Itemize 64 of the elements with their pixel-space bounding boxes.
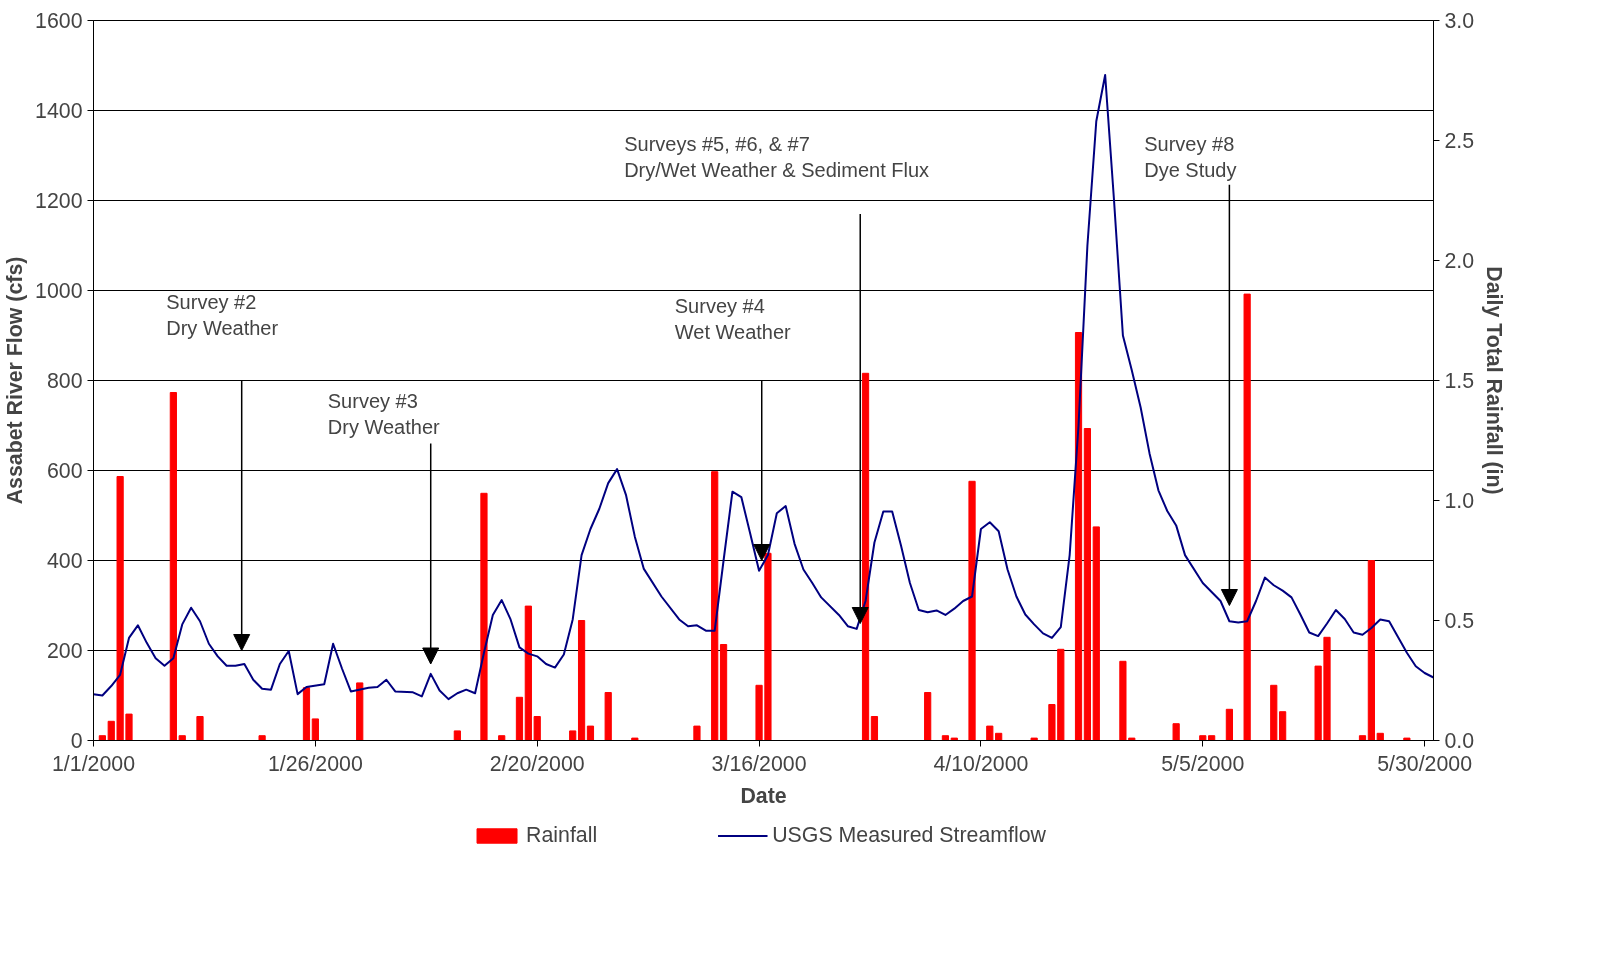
x-tick-label: 3/16/2000 [711, 751, 807, 776]
bar [515, 696, 524, 741]
y2-tick-label: 3.0 [1444, 9, 1475, 33]
bar [711, 471, 719, 741]
bar [311, 718, 319, 741]
y2-tick-label: 2.5 [1444, 129, 1475, 153]
y2-tick-label: 2.0 [1444, 249, 1475, 273]
bar [302, 687, 311, 741]
y2-tick-label: 1.0 [1444, 489, 1475, 513]
bar [498, 735, 506, 741]
bar [924, 692, 932, 741]
bar [569, 730, 577, 741]
annotation: Survey #8 Dye Study [1144, 133, 1237, 182]
y-tick-label: 1600 [35, 9, 83, 33]
annotation: Surveys #5, #6, & #7 Dry/Wet Weather & Sediment Flux [624, 133, 930, 182]
line-series [93, 73, 1434, 701]
bar [941, 735, 950, 741]
bar [719, 644, 728, 741]
bar [604, 692, 612, 741]
bar [1083, 428, 1092, 741]
y2-tick-label: 1.5 [1444, 369, 1475, 393]
bar [631, 737, 639, 741]
legend-label: USGS Measured Streamflow [772, 822, 1046, 848]
legend-label: Rainfall [526, 822, 598, 848]
bar [1403, 737, 1411, 741]
bar [577, 620, 586, 741]
y2-tick-label: 0.0 [1444, 729, 1475, 753]
bar [453, 730, 461, 741]
y2-tick-label: 0.5 [1444, 609, 1475, 633]
y-tick-label: 0 [70, 729, 83, 753]
bar [968, 480, 976, 741]
bar [870, 716, 879, 741]
x-tick-label: 5/5/2000 [1161, 751, 1245, 776]
bar [586, 725, 595, 741]
x-tick-label: 1/26/2000 [267, 751, 363, 776]
bar [1225, 708, 1233, 741]
bar [196, 716, 204, 741]
bar [258, 735, 266, 741]
y2-axis-title: Daily Total Rainfall (in) [1482, 266, 1507, 495]
annotation: Survey #3 Dry Weather [327, 389, 440, 438]
x-tick-label: 4/10/2000 [933, 751, 1029, 776]
bar [693, 725, 701, 741]
y-tick-label: 1200 [35, 189, 83, 213]
x-axis-title: Date [740, 783, 787, 808]
bar [356, 682, 364, 741]
bar [1030, 737, 1038, 741]
x-tick-label: 1/1/2000 [51, 751, 136, 776]
y-tick-label: 1400 [35, 99, 83, 123]
annotation: Survey #4 Wet Weather [674, 295, 792, 344]
bar [1243, 293, 1251, 741]
annotation: Survey #2 Dry Weather [166, 290, 279, 339]
y-tick-label: 600 [46, 459, 83, 483]
y-axis-title: Assabet River Flow (cfs) [3, 256, 28, 505]
y-tick-label: 200 [46, 639, 83, 663]
y-tick-label: 400 [46, 549, 83, 573]
bar [480, 492, 488, 741]
bar [1172, 723, 1180, 741]
bar [1092, 526, 1100, 741]
x-tick-label: 2/20/2000 [489, 751, 585, 776]
bar [950, 737, 958, 741]
y-tick-label: 1000 [35, 279, 83, 303]
x-tick-label: 5/30/2000 [1377, 751, 1473, 776]
y-tick-label: 800 [46, 369, 83, 393]
bar [1358, 735, 1367, 741]
